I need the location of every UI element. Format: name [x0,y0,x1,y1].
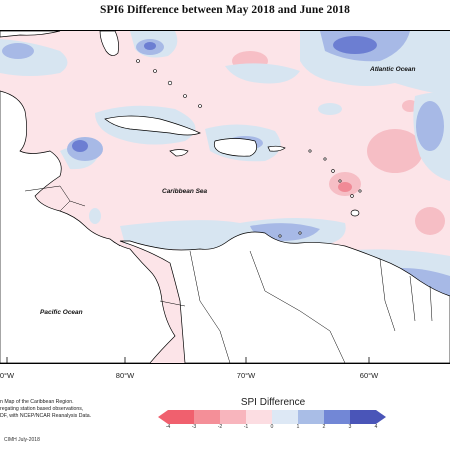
credit-line: regating station based observations, [0,406,84,412]
longitude-ticks [6,357,370,363]
legend-colorbar [158,410,388,429]
legend-tick-label: 4 [374,424,378,430]
island [350,194,354,198]
island [183,94,187,98]
legend-swatch [324,410,350,424]
legend-tick-label: -1 [243,424,249,430]
longitude-label: 0°W [0,371,15,380]
legend-tick-label: 3 [348,424,352,430]
wet-region-bahamas [225,63,300,84]
island [167,80,173,86]
wet-region-panama-spot [89,208,101,224]
small-islands [136,59,362,238]
legend-tick-label: -2 [217,424,223,430]
legend-swatch [194,410,220,424]
colorbar-svg [158,410,386,424]
legend-title: SPI Difference [240,397,306,408]
border-guyana [379,258,396,332]
island [298,231,302,235]
island [136,59,140,63]
wet-region-gulf [2,43,34,59]
longitude-label: 80°W [115,371,135,380]
florida [99,31,119,56]
wet-core-honduras [72,140,88,152]
legend-swatch [272,410,298,424]
country-borders [24,185,433,363]
legend-tick-label: 0 [270,424,274,430]
credit-date: CIMH July-2018 [4,437,40,443]
central-america [0,90,176,363]
island [198,104,202,108]
spi-difference-map: Atlantic Ocean Caribbean Sea Pacific Oce… [0,31,450,363]
border-2 [59,200,86,212]
drying-patch-east [367,129,423,173]
legend-arrow-left [158,410,168,424]
legend-swatch [220,410,246,424]
island [278,234,282,238]
caribbean-sea-label: Caribbean Sea [162,188,208,195]
island [331,169,335,173]
gulf-coast [0,31,61,38]
pacific-ocean-label: Pacific Ocean [40,309,83,316]
border-ecuador [159,300,186,307]
wet-region-puerto-rico [318,103,342,115]
border-3 [109,238,121,247]
trinidad [350,209,360,217]
drying-core [338,182,352,192]
island [358,189,362,193]
land-masses [0,31,450,363]
legend-swatch [350,410,376,424]
jamaica [169,149,189,157]
credit-line: n Map of the Caribbean Region. [0,399,74,405]
island [338,179,342,183]
border-colombia [189,250,231,363]
legend-tick-label: -4 [165,424,171,430]
south-america [119,231,450,363]
map-frame: Atlantic Ocean Caribbean Sea Pacific Oce… [0,30,450,364]
legend-swatch [298,410,324,424]
longitude-label: 60°W [359,371,379,380]
legend-arrow-right [376,410,386,424]
legend-tick-label: -3 [191,424,197,430]
longitude-label: 70°W [236,371,256,380]
island [153,69,157,73]
drying-patch-southeast [415,207,445,235]
border-suriname [409,275,416,322]
border-french-guiana [429,285,433,322]
island [323,157,327,161]
island [308,149,312,153]
wet-core-atlantic [333,36,377,54]
map-title: SPI6 Difference between May 2018 and Jun… [99,4,351,16]
border-1 [24,185,71,202]
credit-line: DF, with NCEP/NCAR Reanalysis Data. [0,413,92,419]
wet-core-bahamas [144,42,156,50]
atlantic-ocean-label: Atlantic Ocean [369,66,416,73]
cuba [104,115,201,136]
legend-swatch [246,410,272,424]
border-venezuela [249,250,346,363]
legend-swatch [168,410,194,424]
puerto-rico [267,145,286,152]
wet-region-east-core [416,101,444,151]
map-credit: n Map of the Caribbean Region. regating … [0,399,120,420]
hispaniola [213,138,257,157]
legend-tick-label: 2 [322,424,326,430]
legend-tick-label: 1 [296,424,300,430]
